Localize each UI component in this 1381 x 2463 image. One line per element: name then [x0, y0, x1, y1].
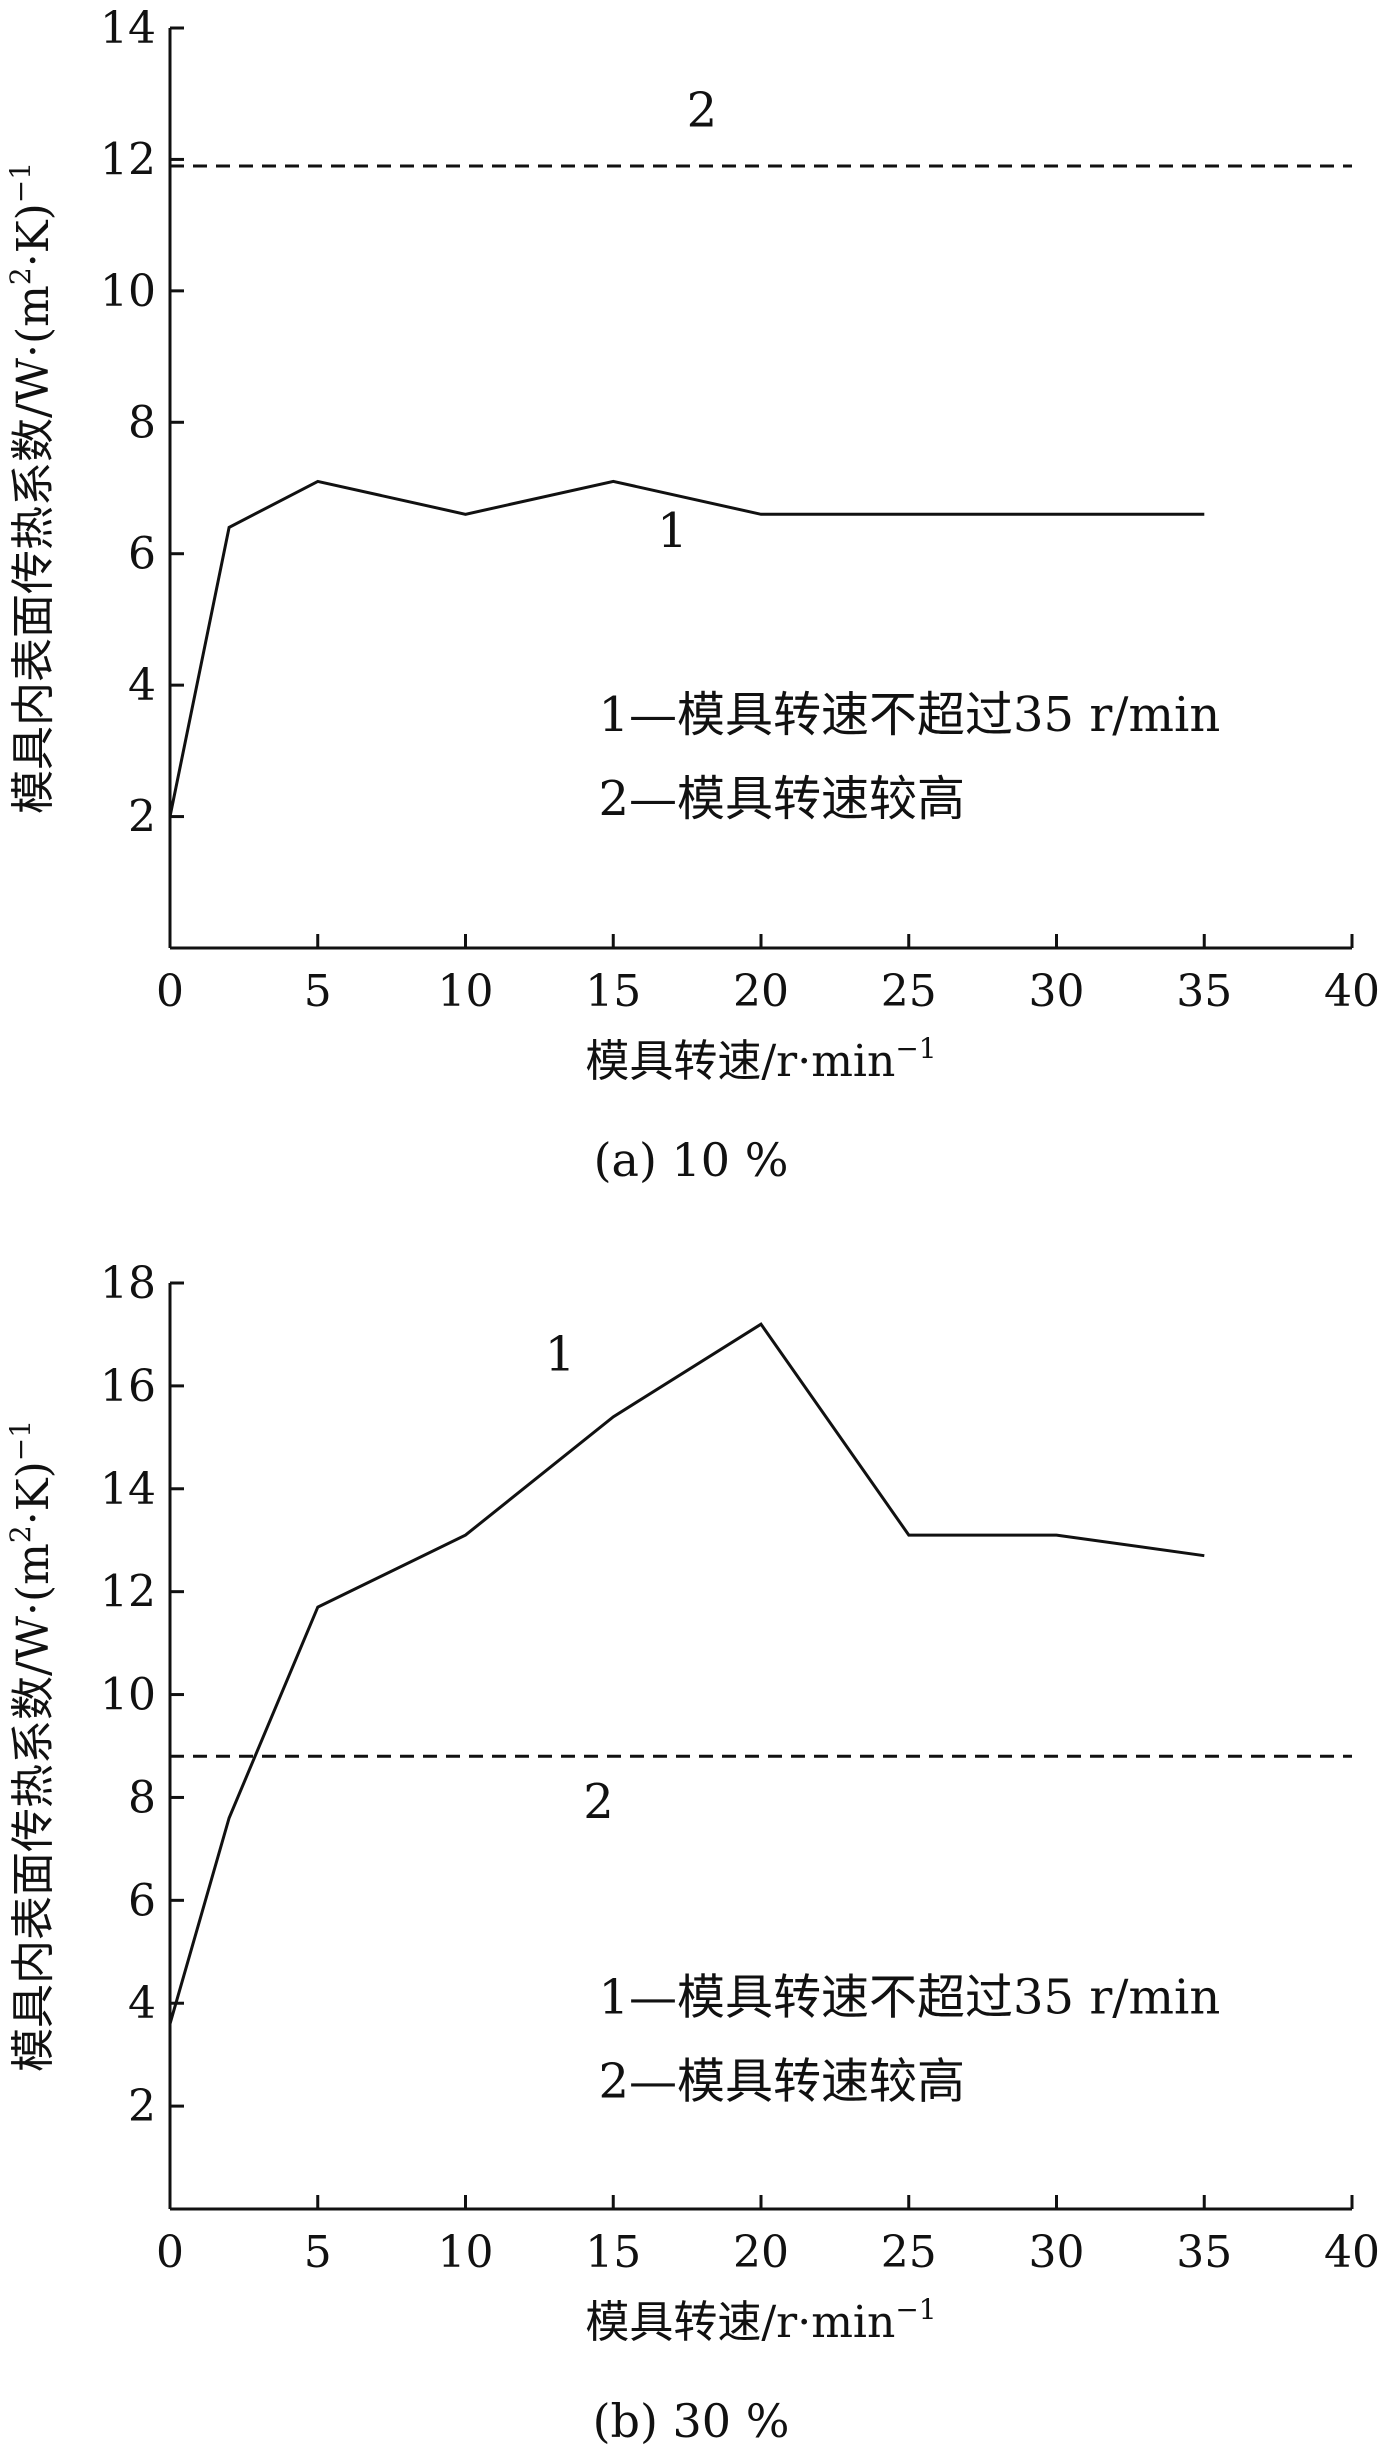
x-axis-label-exponent: −1 — [895, 1032, 936, 1065]
x-tick-label: 5 — [304, 966, 332, 1017]
y-tick-label: 10 — [100, 1670, 156, 1721]
y-tick-label: 16 — [100, 1361, 156, 1412]
x-tick-label: 20 — [733, 966, 789, 1017]
y-tick-label: 4 — [128, 1978, 156, 2029]
y-tick-label: 4 — [128, 660, 156, 711]
x-tick-label: 0 — [156, 966, 184, 1017]
x-axis-label-text: 模具转速/r·min — [585, 1036, 895, 1087]
x-tick-label: 30 — [1029, 2227, 1085, 2278]
x-tick-label: 40 — [1324, 2227, 1380, 2278]
x-axis-label: 模具转速/r·min−1 — [585, 2293, 936, 2348]
x-tick-label: 0 — [156, 2227, 184, 2278]
x-axis-label-exponent: −1 — [895, 2293, 936, 2326]
x-tick-label: 25 — [881, 2227, 937, 2278]
y-tick-label: 6 — [128, 1875, 156, 1926]
y-tick-label: 8 — [128, 1772, 156, 1823]
y-tick-label: 8 — [128, 397, 156, 448]
series-label-2: 2 — [687, 83, 718, 139]
y-axis-label-sup: 2 — [4, 267, 37, 285]
x-tick-label: 10 — [438, 2227, 494, 2278]
y-tick-label: 2 — [128, 2081, 156, 2132]
chart-panel-a: 0 5 10 15 20 25 30 35 402468101214模具转速/r·min−1模具… — [4, 3, 1380, 1187]
x-axis-label-text: 模具转速/r·min — [585, 2297, 895, 2348]
y-tick-label: 6 — [128, 529, 156, 580]
y-axis-label-sup: 2 — [4, 1525, 37, 1543]
y-axis-label-tail: ·K) — [8, 203, 59, 267]
y-axis-label-tail: ·K) — [8, 1461, 59, 1525]
x-tick-label: 40 — [1324, 966, 1380, 1017]
legend-entry: 2—模具转速较高 — [598, 771, 965, 827]
legend-entry: 1—模具转速不超过35 r/min — [598, 687, 1220, 743]
y-axis-label-text: 模具内表面传热系数/W·(m — [8, 285, 59, 814]
chart-caption: (a) 10 % — [594, 1133, 789, 1187]
chart-caption: (b) 30 % — [593, 2394, 790, 2448]
x-tick-label: 25 — [881, 966, 937, 1017]
x-tick-label: 10 — [438, 966, 494, 1017]
y-axis-label: 模具内表面传热系数/W·(m2·K)−1 — [4, 1420, 59, 2072]
y-axis-label-exponent: −1 — [4, 1420, 37, 1461]
x-axis-label: 模具转速/r·min−1 — [585, 1032, 936, 1087]
series-label-1: 1 — [545, 1326, 576, 1382]
series-label-1: 1 — [657, 503, 688, 559]
y-tick-label: 12 — [100, 134, 156, 185]
x-tick-label: 15 — [585, 966, 641, 1017]
y-tick-label: 14 — [100, 3, 156, 54]
series-label-2: 2 — [583, 1774, 614, 1830]
legend-entry: 1—模具转速不超过35 r/min — [598, 1970, 1220, 2026]
y-axis-label: 模具内表面传热系数/W·(m2·K)−1 — [4, 162, 59, 814]
x-tick-label: 35 — [1176, 966, 1232, 1017]
chart-panel-b: 0 5 10 15 20 25 30 35 4024681012141618模具转速/r·min… — [4, 1258, 1380, 2448]
y-tick-label: 12 — [100, 1567, 156, 1618]
y-axis-label-text: 模具内表面传热系数/W·(m — [8, 1543, 59, 2072]
x-tick-label: 30 — [1029, 966, 1085, 1017]
x-tick-label: 35 — [1176, 2227, 1232, 2278]
x-tick-label: 15 — [585, 2227, 641, 2278]
y-tick-label: 14 — [100, 1464, 156, 1515]
legend-entry: 2—模具转速较高 — [598, 2054, 965, 2110]
y-axis-label-exponent: −1 — [4, 162, 37, 203]
x-tick-label: 20 — [733, 2227, 789, 2278]
series-line-1 — [168, 479, 1205, 817]
y-tick-label: 18 — [100, 1258, 156, 1309]
y-tick-label: 10 — [100, 266, 156, 317]
series-line-1 — [168, 1322, 1205, 2025]
x-tick-label: 5 — [304, 2227, 332, 2278]
y-tick-label: 2 — [128, 792, 156, 843]
